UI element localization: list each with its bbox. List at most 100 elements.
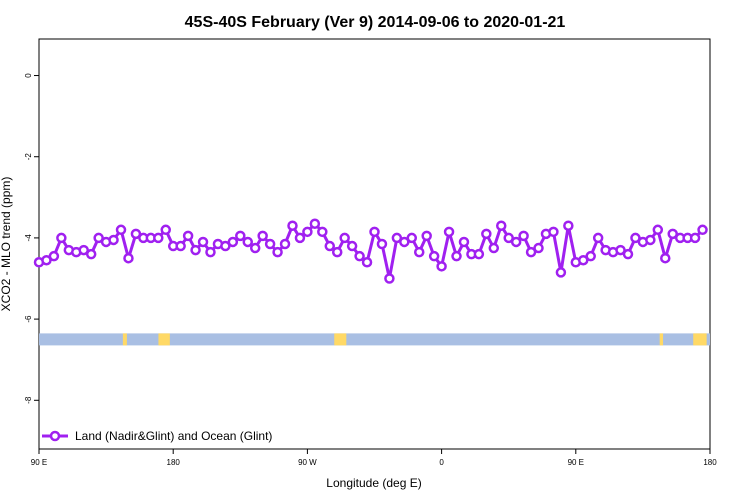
data-point	[302, 226, 313, 238]
data-point	[130, 228, 142, 240]
x-tick-label: 90 E	[568, 458, 584, 467]
x-tick-label: 180	[167, 458, 181, 467]
data-point	[287, 220, 298, 231]
data-point	[384, 273, 395, 284]
data-point	[85, 248, 97, 260]
y-tick-label: -4	[24, 234, 33, 242]
legend-label: Land (Nadir&Glint) and Ocean (Glint)	[75, 429, 272, 443]
data-point	[578, 254, 589, 266]
data-point	[630, 232, 641, 244]
data-point	[525, 246, 537, 258]
data-point	[563, 220, 574, 231]
y-tick-label: 0	[24, 73, 33, 78]
data-point	[153, 232, 164, 244]
coverage-strip	[39, 333, 710, 346]
data-point	[41, 254, 52, 266]
data-point	[264, 238, 276, 250]
data-point	[697, 224, 708, 236]
data-point	[592, 232, 604, 244]
series-layer	[33, 218, 708, 284]
data-point	[48, 250, 60, 262]
data-point	[451, 250, 462, 262]
data-point	[488, 242, 500, 254]
data-point	[205, 246, 216, 258]
x-axis: 90 E 180 90 W 0 90 E 180	[31, 449, 717, 467]
land-coverage-segment	[158, 333, 170, 346]
x-tick-label: 0	[439, 458, 444, 467]
data-point	[413, 246, 425, 258]
y-tick-label: -2	[24, 153, 33, 161]
data-point	[235, 230, 246, 242]
data-point	[376, 238, 388, 250]
data-point	[533, 242, 544, 254]
data-point	[555, 267, 567, 278]
y-tick-label: -6	[24, 315, 33, 323]
data-point	[346, 240, 358, 252]
data-point	[78, 244, 89, 256]
data-point	[585, 250, 596, 262]
data-point	[361, 257, 373, 268]
data-point	[354, 250, 365, 262]
data-point	[503, 232, 514, 244]
data-point	[436, 261, 447, 272]
data-point	[391, 232, 403, 244]
y-axis: 0 -2 -4 -6 -8	[24, 73, 39, 404]
data-point	[473, 248, 485, 260]
data-point	[369, 226, 380, 238]
data-point	[249, 242, 261, 254]
data-point	[93, 232, 104, 244]
data-point	[115, 224, 127, 236]
data-point	[220, 240, 231, 252]
data-point	[622, 248, 634, 260]
land-coverage-segment	[659, 333, 664, 346]
data-point	[317, 226, 328, 238]
data-point	[123, 252, 134, 264]
data-point	[518, 230, 529, 242]
y-tick-label: -8	[24, 396, 33, 404]
data-point	[257, 230, 268, 242]
land-coverage-segment	[693, 333, 707, 346]
data-point	[242, 236, 254, 248]
x-tick-label: 90 W	[298, 458, 317, 467]
data-point	[652, 224, 664, 236]
data-point	[339, 232, 350, 244]
chart-title: 45S-40S February (Ver 9) 2014-09-06 to 2…	[185, 14, 566, 31]
data-point	[190, 244, 201, 256]
data-point	[279, 238, 291, 250]
data-point	[182, 230, 194, 242]
data-point	[160, 224, 171, 236]
data-point	[689, 232, 701, 244]
data-point	[645, 234, 656, 246]
data-point	[56, 232, 67, 244]
data-point	[660, 252, 671, 264]
x-tick-label: 90 E	[31, 458, 47, 467]
data-point	[406, 232, 418, 244]
data-point	[667, 228, 678, 240]
data-point	[510, 236, 522, 248]
data-point	[548, 226, 559, 238]
x-tick-label: 180	[703, 458, 717, 467]
land-coverage-segment	[122, 333, 127, 346]
data-point	[331, 246, 343, 258]
data-point	[443, 226, 455, 238]
data-point	[481, 228, 492, 240]
data-point	[495, 220, 507, 231]
data-point	[615, 244, 626, 256]
data-point	[108, 234, 119, 246]
data-point	[272, 246, 283, 258]
legend: Land (Nadir&Glint) and Ocean (Glint)	[42, 429, 272, 443]
y-axis-title: XCO2 - MLO trend (ppm)	[0, 177, 13, 312]
land-coverage-segment	[334, 333, 347, 346]
data-point	[197, 236, 209, 248]
data-point	[175, 240, 186, 252]
data-point	[324, 240, 336, 252]
data-point	[458, 236, 470, 248]
data-point	[309, 218, 321, 229]
x-axis-title: Longitude (deg E)	[326, 476, 421, 490]
legend-marker	[49, 430, 61, 442]
ocean-coverage-band	[39, 333, 710, 346]
data-point	[428, 250, 440, 262]
data-point	[421, 230, 432, 242]
data-point	[294, 232, 306, 244]
